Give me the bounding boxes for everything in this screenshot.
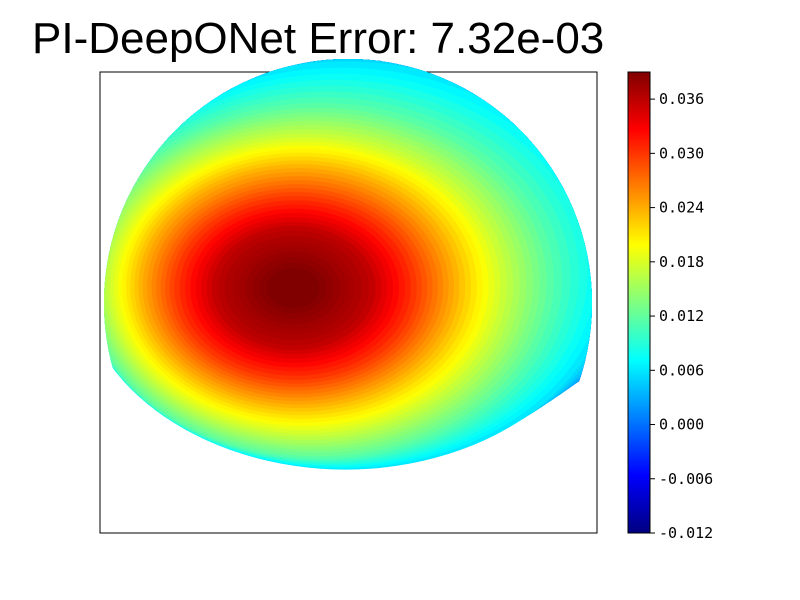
colorbar-tick-label: 0.036 (659, 90, 704, 108)
contour-field (104, 59, 592, 470)
colorbar-ticks: -0.012 -0.006 0.000 0.006 0.012 0.018 0.024 0.0… (650, 90, 713, 542)
colorbar-tick-label: 0.030 (659, 144, 704, 162)
colorbar-tick-label: 0.024 (659, 199, 704, 217)
colorbar-tick-label: -0.006 (659, 470, 713, 488)
colorbar-tick-label: -0.012 (659, 524, 713, 542)
colorbar-tick-label: 0.012 (659, 307, 704, 325)
colorbar-tick-label: 0.000 (659, 416, 704, 434)
chart-title: PI-DeepONet Error: 7.32e-03 (32, 14, 605, 63)
contour-band (266, 267, 320, 309)
colorbar-tick-label: 0.006 (659, 361, 704, 379)
colorbar (627, 71, 651, 534)
colorbar-tick-label: 0.018 (659, 253, 704, 271)
